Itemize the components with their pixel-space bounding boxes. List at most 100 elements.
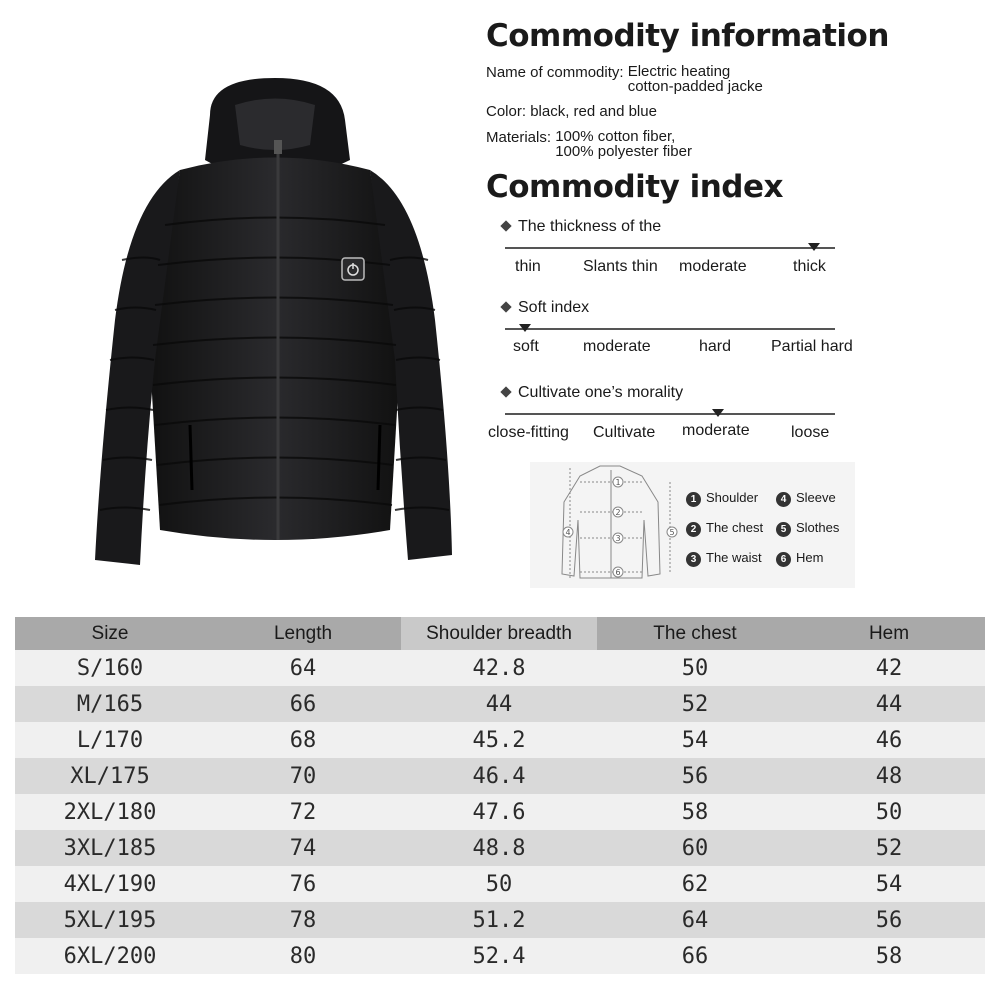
- table-cell: 52: [597, 686, 793, 722]
- diamond-bullet-icon: [500, 220, 512, 232]
- soft-index-title: Soft index: [500, 299, 589, 317]
- color-label: Color:: [486, 103, 527, 120]
- table-row: 5XL/195 78 51.2 64 56: [15, 902, 985, 938]
- table-cell: 58: [597, 794, 793, 830]
- table-cell: 5XL/195: [15, 902, 205, 938]
- thickness-index-title: The thickness of the: [500, 218, 661, 236]
- materials-value: 100% cotton fiber, 100% polyester fiber: [555, 129, 692, 159]
- name-value: Electric heating cotton-padded jacke: [628, 64, 763, 94]
- thickness-tick-1: thin: [515, 258, 541, 275]
- table-cell: 54: [793, 866, 985, 902]
- table-cell: 52: [793, 830, 985, 866]
- soft-scale-line: [505, 328, 835, 330]
- table-cell: 48.8: [401, 830, 597, 866]
- thickness-scale-line: [505, 247, 835, 249]
- table-cell: 68: [205, 722, 401, 758]
- table-row: 6XL/200 80 52.4 66 58: [15, 938, 985, 974]
- table-cell: M/165: [15, 686, 205, 722]
- commodity-info-panel: Commodity information Name of commodity:…: [486, 18, 986, 205]
- table-row: XL/175 70 46.4 56 48: [15, 758, 985, 794]
- thickness-tick-2: Slants thin: [583, 258, 658, 275]
- table-cell: 47.6: [401, 794, 597, 830]
- shirt-outline-icon: 1 2 3 6 4 5: [561, 465, 678, 579]
- soft-selected-marker: [519, 324, 531, 332]
- table-cell: 54: [597, 722, 793, 758]
- soft-tick-2: moderate: [583, 338, 651, 355]
- table-cell: 45.2: [401, 722, 597, 758]
- table-cell: 4XL/190: [15, 866, 205, 902]
- table-row: M/165 66 44 52 44: [15, 686, 985, 722]
- size-chart-table: Size Length Shoulder breadth The chest H…: [15, 617, 985, 974]
- legend-hem: 6 Hem: [776, 550, 823, 567]
- materials-value-line1: 100% cotton fiber,: [555, 128, 676, 145]
- table-cell: 48: [793, 758, 985, 794]
- materials-label: Materials:: [486, 129, 552, 146]
- table-cell: 64: [597, 902, 793, 938]
- fit-tick-3: moderate: [682, 422, 750, 439]
- legend-waist: 3 The waist: [686, 550, 762, 567]
- table-row: S/160 64 42.8 50 42: [15, 650, 985, 686]
- name-value-line1: Electric heating: [627, 63, 731, 80]
- table-cell: 66: [597, 938, 793, 974]
- color-row: Color: black, red and blue: [486, 103, 986, 120]
- header-size: Size: [15, 617, 205, 650]
- commodity-index-heading: Commodity index: [486, 169, 784, 205]
- table-cell: 46.4: [401, 758, 597, 794]
- table-cell: 62: [597, 866, 793, 902]
- table-row: 4XL/190 76 50 62 54: [15, 866, 985, 902]
- thickness-tick-4: thick: [793, 258, 826, 275]
- table-cell: 50: [597, 650, 793, 686]
- table-cell: 74: [205, 830, 401, 866]
- table-cell: 50: [401, 866, 597, 902]
- table-cell: S/160: [15, 650, 205, 686]
- table-header-row: Size Length Shoulder breadth The chest H…: [15, 617, 985, 650]
- svg-text:5: 5: [669, 528, 674, 537]
- table-row: 2XL/180 72 47.6 58 50: [15, 794, 985, 830]
- measurement-diagram: 1 2 3 6 4 5 1 Shoulder 4 Sleeve 2 The chest…: [530, 462, 855, 588]
- table-cell: 42: [793, 650, 985, 686]
- size-table-body: S/160 64 42.8 50 42 M/165 66 44 52 44 L/170 68 45.2 5…: [15, 650, 985, 974]
- table-cell: 44: [401, 686, 597, 722]
- table-cell: 80: [205, 938, 401, 974]
- header-hem: Hem: [793, 617, 985, 650]
- name-label: Name of commodity:: [486, 64, 624, 81]
- fit-tick-1: close-fitting: [488, 424, 569, 441]
- svg-text:3: 3: [615, 534, 620, 543]
- soft-tick-4: Partial hard: [771, 338, 853, 355]
- table-cell: 64: [205, 650, 401, 686]
- fit-scale-line: [505, 413, 835, 415]
- header-length: Length: [205, 617, 401, 650]
- table-cell: 60: [597, 830, 793, 866]
- thickness-tick-3: moderate: [679, 258, 747, 275]
- legend-shoulder: 1 Shoulder: [686, 490, 758, 507]
- svg-text:4: 4: [565, 528, 570, 537]
- table-cell: XL/175: [15, 758, 205, 794]
- table-cell: 42.8: [401, 650, 597, 686]
- diamond-bullet-icon: [500, 301, 512, 313]
- table-row: 3XL/185 74 48.8 60 52: [15, 830, 985, 866]
- name-value-line2: cotton-padded jacke: [627, 78, 763, 95]
- table-cell: 76: [205, 866, 401, 902]
- table-cell: 66: [205, 686, 401, 722]
- table-cell: L/170: [15, 722, 205, 758]
- table-cell: 3XL/185: [15, 830, 205, 866]
- table-row: L/170 68 45.2 54 46: [15, 722, 985, 758]
- soft-tick-3: hard: [699, 338, 732, 355]
- table-cell: 51.2: [401, 902, 597, 938]
- table-cell: 6XL/200: [15, 938, 205, 974]
- table-cell: 56: [597, 758, 793, 794]
- fit-tick-4: loose: [791, 424, 830, 441]
- materials-value-line2: 100% polyester fiber: [555, 143, 692, 160]
- svg-text:1: 1: [615, 478, 620, 487]
- svg-text:6: 6: [615, 568, 620, 577]
- header-shoulder-breadth: Shoulder breadth: [401, 617, 597, 650]
- table-cell: 72: [205, 794, 401, 830]
- name-row: Name of commodity: Electric heating cott…: [486, 64, 986, 94]
- table-cell: 58: [793, 938, 985, 974]
- table-cell: 52.4: [401, 938, 597, 974]
- legend-sleeve: 4 Sleeve: [776, 490, 836, 507]
- table-cell: 44: [793, 686, 985, 722]
- fit-index-title: Cultivate one’s morality: [500, 384, 683, 402]
- header-chest: The chest: [597, 617, 793, 650]
- commodity-information-heading: Commodity information: [486, 18, 889, 54]
